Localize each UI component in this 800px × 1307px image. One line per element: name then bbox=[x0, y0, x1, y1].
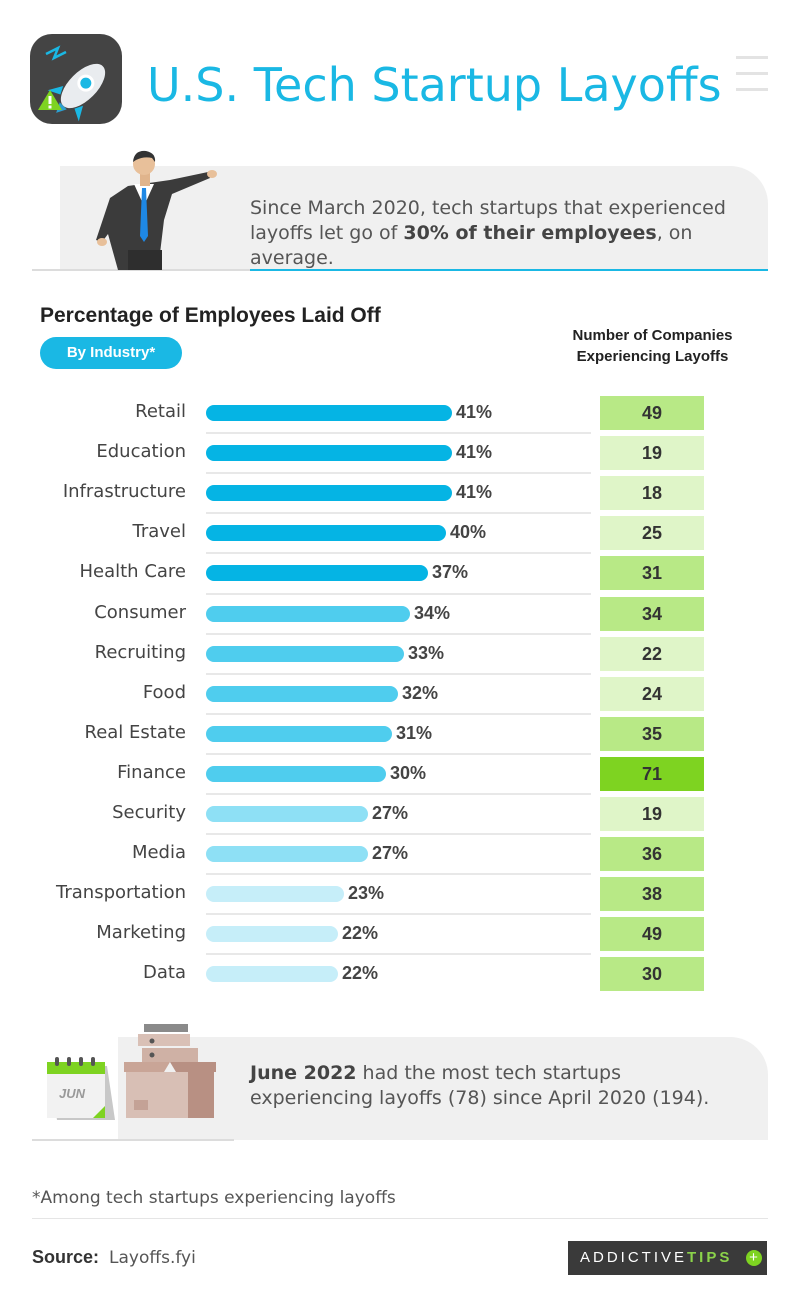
company-count-cell: 38 bbox=[600, 877, 704, 912]
callout-underline-blue bbox=[250, 269, 768, 271]
bar-value-label: 34% bbox=[414, 602, 451, 623]
company-count-cell: 34 bbox=[600, 596, 704, 631]
category-label: Transportation bbox=[56, 882, 186, 904]
company-count-cell: 30 bbox=[600, 957, 704, 992]
businessman-pointing-icon bbox=[88, 144, 220, 270]
company-count-cell: 49 bbox=[600, 396, 704, 430]
category-label: Retail bbox=[135, 401, 186, 422]
footnote: *Among tech startups experiencing layoff… bbox=[32, 1188, 396, 1208]
row-separator bbox=[206, 833, 591, 836]
callout-top-text: Since March 2020, tech startups that exp… bbox=[250, 197, 726, 269]
bar-value-label: 41% bbox=[456, 482, 493, 503]
calendar-icon: JUN bbox=[45, 1056, 117, 1122]
row-separator bbox=[206, 472, 591, 475]
bar-value-label: 41% bbox=[456, 402, 493, 422]
row-separator bbox=[206, 793, 591, 795]
bar bbox=[206, 685, 398, 702]
bar bbox=[206, 765, 386, 782]
category-label: Education bbox=[96, 441, 186, 463]
source-value: Layoffs.fyi bbox=[109, 1248, 196, 1268]
row-separator bbox=[206, 913, 591, 916]
chart-title: Percentage of Employees Laid Off bbox=[40, 304, 381, 327]
company-count-cell: 31 bbox=[600, 556, 704, 591]
bar-value-label: 37% bbox=[432, 562, 469, 583]
menu-icon[interactable] bbox=[736, 56, 768, 104]
count-column-header: Number of Companies Experiencing Layoffs bbox=[560, 325, 745, 367]
row-separator bbox=[206, 432, 591, 435]
category-label: Real Estate bbox=[84, 721, 187, 743]
bar bbox=[206, 966, 338, 983]
bottom-callout-background bbox=[118, 1037, 768, 1140]
source-label: Source: bbox=[32, 1247, 100, 1267]
bar bbox=[206, 926, 338, 943]
company-count-cell: 49 bbox=[600, 917, 704, 952]
bar bbox=[206, 445, 452, 462]
bar bbox=[206, 806, 368, 822]
callout-underline-grey bbox=[32, 269, 250, 271]
row-separator bbox=[206, 712, 591, 715]
row-separator bbox=[206, 632, 591, 635]
bar-value-label: 33% bbox=[408, 642, 445, 663]
company-count-cell: 71 bbox=[600, 756, 704, 791]
company-count-cell: 36 bbox=[600, 837, 704, 872]
company-count-cell: 24 bbox=[600, 676, 704, 711]
bar-value-label: 30% bbox=[390, 762, 427, 783]
category-label: Finance bbox=[117, 761, 186, 783]
calendar-month-label: JUN bbox=[59, 1086, 86, 1101]
bar-value-label: 27% bbox=[372, 803, 409, 823]
bar bbox=[206, 565, 428, 582]
company-count-cell: 18 bbox=[600, 476, 704, 511]
plus-icon: + bbox=[745, 1250, 762, 1267]
brand-logo: ADDICTIVETIPS + bbox=[568, 1241, 767, 1275]
row-separator bbox=[206, 512, 591, 515]
category-label: Security bbox=[112, 802, 186, 823]
category-label: Consumer bbox=[94, 601, 186, 623]
company-count-cell: 25 bbox=[600, 516, 704, 551]
company-count-cell: 22 bbox=[600, 636, 704, 671]
row-separator bbox=[206, 873, 591, 876]
category-label: Infrastructure bbox=[62, 481, 186, 503]
callout-bottom-text: June 2022 had the most tech startups exp… bbox=[250, 1062, 710, 1109]
bar-value-label: 22% bbox=[342, 963, 379, 984]
category-label: Food bbox=[142, 681, 186, 703]
bar bbox=[206, 405, 452, 421]
row-separator bbox=[206, 552, 591, 555]
rocket-logo-icon bbox=[28, 34, 124, 124]
boxes-stack-icon bbox=[124, 1022, 216, 1120]
company-count-cell: 19 bbox=[600, 797, 704, 831]
count-header-line-2: Experiencing Layoffs bbox=[576, 348, 729, 365]
row-separator bbox=[206, 672, 591, 675]
by-industry-pill: By Industry* bbox=[40, 337, 182, 369]
bar bbox=[206, 645, 404, 662]
company-count-cell: 35 bbox=[600, 716, 704, 751]
category-label: Recruiting bbox=[94, 641, 186, 663]
bar bbox=[206, 846, 368, 863]
page-title: U.S. Tech Startup Layoffs bbox=[147, 58, 722, 112]
bar-value-label: 32% bbox=[402, 682, 439, 703]
category-label: Marketing bbox=[96, 922, 186, 944]
category-label: Media bbox=[131, 842, 186, 864]
bar bbox=[206, 525, 446, 542]
count-header-line-1: Number of Companies bbox=[572, 327, 733, 344]
category-label: Health Care bbox=[79, 561, 186, 583]
row-separator bbox=[206, 752, 591, 755]
bar-value-label: 23% bbox=[348, 883, 385, 904]
category-label: Data bbox=[143, 962, 186, 984]
company-count-cell: 19 bbox=[600, 436, 704, 471]
bar bbox=[206, 886, 344, 903]
footer-divider bbox=[32, 1218, 768, 1219]
category-label: Travel bbox=[132, 521, 186, 543]
bottom-callout-underline bbox=[32, 1139, 234, 1141]
bar-value-label: 40% bbox=[450, 522, 487, 543]
bar-value-label: 27% bbox=[372, 843, 409, 864]
row-separator bbox=[206, 592, 591, 595]
bar-value-label: 31% bbox=[396, 722, 433, 743]
row-separator bbox=[206, 953, 591, 956]
source-line: Source: Layoffs.fyi bbox=[32, 1247, 196, 1268]
bar bbox=[206, 605, 410, 622]
bar bbox=[206, 485, 452, 502]
bar bbox=[206, 725, 392, 742]
bar-value-label: 22% bbox=[342, 923, 379, 944]
bar-value-label: 41% bbox=[456, 442, 493, 463]
